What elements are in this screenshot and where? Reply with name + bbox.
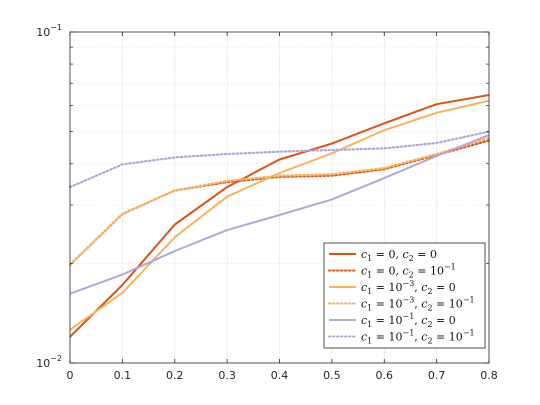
series-line-1 (69, 94, 490, 338)
x-tick-label: 0.3 (218, 369, 236, 382)
x-tick-label: 0.1 (114, 369, 132, 382)
series-line-4 (68, 137, 491, 266)
x-tick-label: 0.6 (376, 369, 394, 382)
legend-entry-label: c1 = 0, c2 = 10−1 (361, 263, 456, 280)
legend-entry-label: c1 = 0, c2 = 0 (361, 248, 437, 263)
x-tick-label: 0.5 (323, 369, 341, 382)
x-tick-label: 0 (67, 369, 74, 382)
legend: c1 = 0, c2 = 0c1 = 0, c2 = 10−1c1 = 10−3… (323, 242, 486, 349)
legend-entry-label: c1 = 10−1, c2 = 0 (361, 312, 456, 329)
series-line-5 (69, 134, 490, 295)
series-layer (68, 94, 491, 338)
x-tick-label: 0.2 (166, 369, 184, 382)
legend-box (323, 242, 486, 349)
series-line-3 (69, 99, 490, 331)
x-tick-label: 0.8 (480, 369, 498, 382)
legend-entry-label: c1 = 10−3, c2 = 10−1 (361, 296, 475, 313)
y-tick-label: 10−1 (36, 23, 62, 39)
x-tick-label: 0.4 (271, 369, 289, 382)
legend-entry-label: c1 = 10−3, c2 = 0 (361, 279, 456, 296)
y-tick-label: 10−2 (36, 354, 62, 370)
axis-ticks: 0 0.1 0.2 0.3 0.4 0.5 0.6 0.7 0.8 10−2 10−1 (36, 23, 498, 382)
legend-entry-label: c1 = 10−1, c2 = 10−1 (361, 329, 475, 346)
x-tick-label: 0.7 (428, 369, 446, 382)
